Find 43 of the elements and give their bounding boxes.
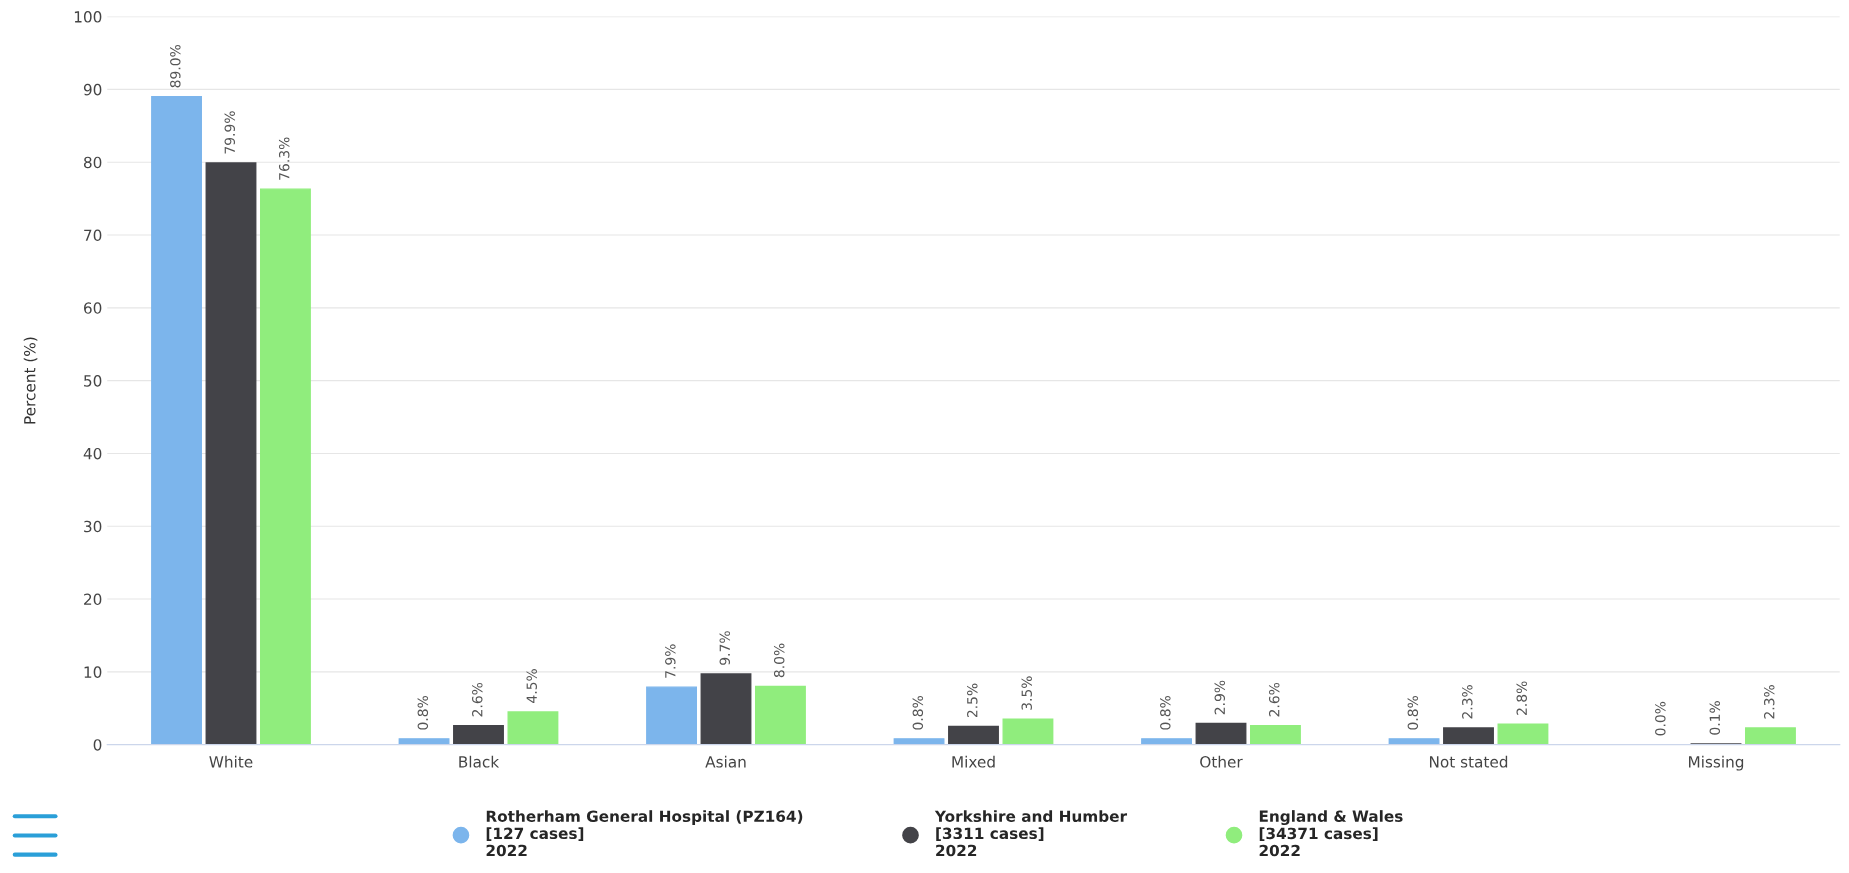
data-label: 2.6% — [1268, 682, 1280, 717]
data-label: 2.5% — [967, 683, 978, 718]
data-label: 2.6% — [472, 682, 483, 717]
y-tick-label: 0 — [93, 739, 102, 751]
x-tick-label: Black — [459, 755, 500, 768]
data-label: 2.3% — [1462, 685, 1473, 719]
data-label: 2.9% — [1214, 680, 1226, 715]
data-label: 0.8% — [912, 695, 924, 730]
y-tick-label: 60 — [84, 302, 102, 314]
y-tick-label: 80 — [83, 156, 102, 169]
data-label: 3.5% — [1021, 676, 1032, 710]
y-tick-label: 20 — [84, 593, 102, 606]
data-label: 0.1% — [1709, 701, 1721, 735]
y-tick-label: 90 — [83, 83, 102, 96]
y-tick-label: 50 — [84, 375, 102, 387]
y-tick-label: 70 — [84, 229, 102, 242]
legend-label: Rotherham General Hospital (PZ164) [127 cases] 2022 — [486, 810, 803, 857]
x-tick-label: Missing — [1689, 755, 1744, 771]
data-label: 0.0% — [1655, 701, 1666, 736]
legend-label: Yorkshire and Humber [3311 cases] 2022 — [934, 810, 1128, 857]
data-label: 0.8% — [417, 695, 429, 730]
data-label: 0.8% — [1407, 695, 1419, 730]
data-label: 8.0% — [773, 643, 785, 678]
data-label: 2.8% — [1516, 681, 1527, 715]
x-tick-label: Other — [1200, 755, 1243, 768]
data-label: 4.5% — [526, 669, 537, 703]
data-label: 79.9% — [224, 111, 236, 154]
data-label: 76.3% — [278, 137, 290, 180]
x-tick-label: White — [209, 755, 253, 768]
x-tick-label: Asian — [705, 755, 746, 768]
data-label: 0.8% — [1160, 695, 1171, 730]
data-label: 2.3% — [1763, 685, 1775, 719]
data-label: 9.7% — [719, 631, 731, 665]
y-tick-label: 100 — [74, 11, 102, 23]
legend-label: England & Wales [34371 cases] 2022 — [1259, 810, 1403, 857]
y-tick-label: 10 — [84, 666, 102, 678]
data-label: 89.0% — [170, 44, 181, 88]
y-tick-label: 40 — [83, 447, 102, 460]
x-tick-label: Not stated — [1429, 755, 1508, 768]
y-tick-label: 30 — [84, 520, 102, 533]
x-tick-label: Mixed — [952, 755, 995, 768]
y-axis-title: Percent (%) — [23, 337, 38, 424]
data-label: 7.9% — [665, 644, 676, 678]
